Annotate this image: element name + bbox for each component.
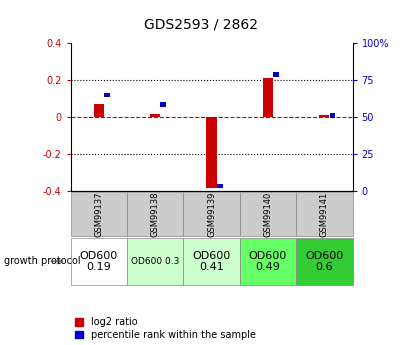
Bar <box>296 192 353 236</box>
Bar <box>71 192 127 236</box>
Text: OD600 0.3: OD600 0.3 <box>131 257 179 266</box>
Bar <box>296 238 353 285</box>
Bar <box>273 72 279 77</box>
Bar <box>217 184 222 188</box>
Text: GSM99138: GSM99138 <box>151 191 160 237</box>
Text: GSM99140: GSM99140 <box>264 191 272 237</box>
Text: OD600
0.49: OD600 0.49 <box>249 250 287 272</box>
Bar <box>93 104 104 117</box>
Bar <box>263 78 273 117</box>
Bar <box>183 238 240 285</box>
Text: OD600
0.6: OD600 0.6 <box>305 250 343 272</box>
Bar <box>330 113 335 118</box>
Text: OD600
0.19: OD600 0.19 <box>80 250 118 272</box>
Legend: log2 ratio, percentile rank within the sample: log2 ratio, percentile rank within the s… <box>75 317 256 340</box>
Bar <box>160 102 166 107</box>
Text: OD600
0.41: OD600 0.41 <box>193 250 231 272</box>
Bar <box>71 238 127 285</box>
Text: GSM99141: GSM99141 <box>320 191 329 237</box>
Text: GSM99137: GSM99137 <box>94 191 103 237</box>
Text: GDS2593 / 2862: GDS2593 / 2862 <box>145 17 258 31</box>
Bar <box>150 114 160 117</box>
Bar <box>240 238 296 285</box>
Bar <box>319 116 330 117</box>
Bar <box>104 93 110 97</box>
Bar <box>183 192 240 236</box>
Bar <box>240 192 296 236</box>
Bar <box>127 192 183 236</box>
Text: growth protocol: growth protocol <box>4 256 81 266</box>
Bar <box>127 238 183 285</box>
Text: GSM99139: GSM99139 <box>207 191 216 237</box>
Bar <box>206 117 217 188</box>
